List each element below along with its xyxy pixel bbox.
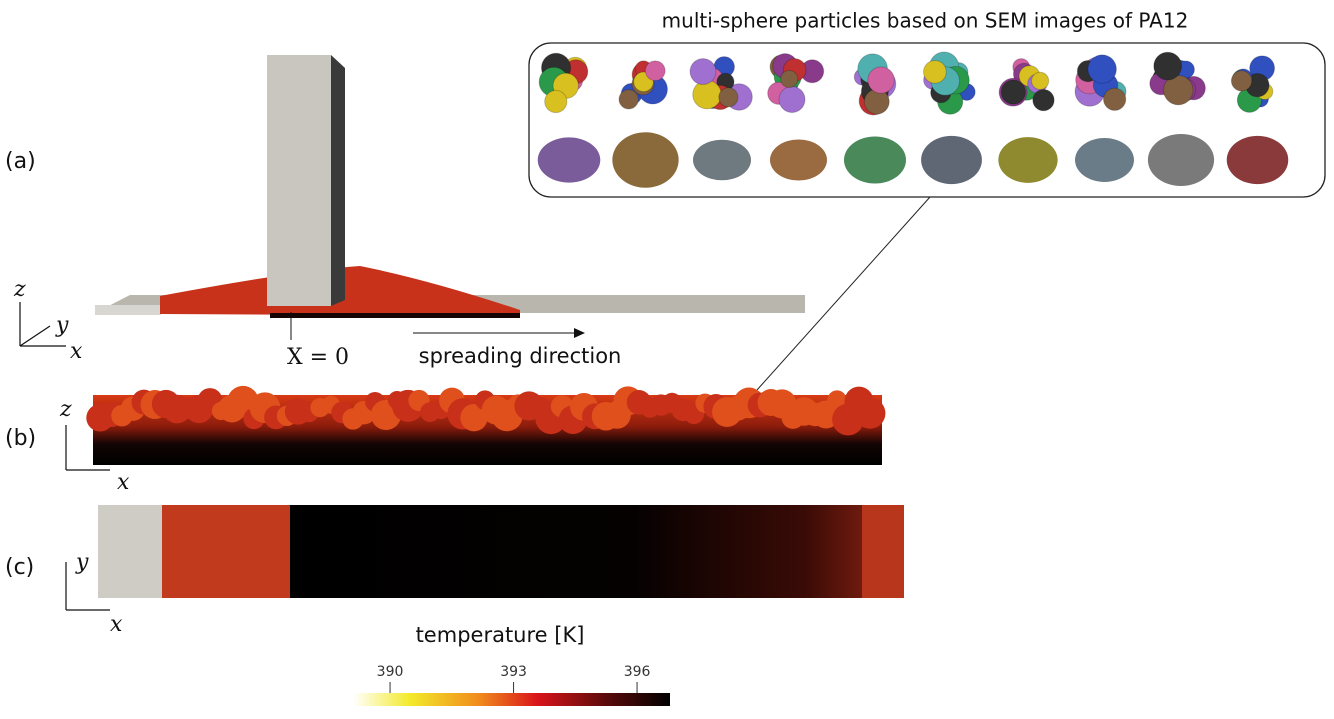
axes-c xyxy=(65,562,110,611)
header: multi-sphere particles based on SEM imag… xyxy=(662,9,1189,33)
cool-powder xyxy=(290,505,862,598)
particle-shape xyxy=(770,139,827,181)
panel-label: (a) xyxy=(5,149,36,174)
plate-edge xyxy=(95,305,161,315)
particle-shape xyxy=(998,137,1058,183)
particle-shape xyxy=(1147,133,1215,187)
connector xyxy=(756,196,931,391)
axis-letter: y xyxy=(75,550,89,575)
colorbar-title: temperature [K] xyxy=(416,623,585,647)
particle-shape xyxy=(921,135,982,185)
sphere xyxy=(1153,51,1183,81)
sphere xyxy=(689,58,717,86)
hot-powder xyxy=(162,505,290,598)
sphere xyxy=(644,60,666,82)
colorbar-tick-label: 396 xyxy=(624,664,651,680)
sphere xyxy=(1103,87,1127,111)
hot-powder-end xyxy=(862,505,904,598)
particle-box xyxy=(528,42,1326,198)
sphere xyxy=(778,85,806,114)
particle-shape xyxy=(692,139,752,181)
axis-letter: x xyxy=(70,339,83,364)
axis-letter: x xyxy=(110,612,123,637)
particle-shape xyxy=(612,132,679,188)
colorbar-tick-label: 393 xyxy=(500,664,527,680)
plate-top xyxy=(98,505,162,598)
colorbar xyxy=(353,693,670,706)
colorbar-tick-label: 390 xyxy=(377,664,404,680)
sphere xyxy=(1000,79,1026,105)
particle-shape xyxy=(537,137,601,183)
particle-shape xyxy=(843,136,907,184)
sphere xyxy=(867,66,895,94)
sphere xyxy=(618,89,639,110)
powder-top xyxy=(86,385,886,436)
powder-grain xyxy=(854,397,886,429)
sphere xyxy=(544,89,568,114)
axis-letter: x xyxy=(117,470,130,495)
particle-shape xyxy=(1226,135,1289,185)
sphere xyxy=(1031,71,1050,90)
axis-letter: z xyxy=(59,397,72,422)
sphere xyxy=(1163,74,1194,106)
sphere xyxy=(923,59,947,84)
axis-letter: z xyxy=(13,277,26,302)
sphere xyxy=(780,69,799,88)
panel-label: (b) xyxy=(5,426,36,451)
sphere xyxy=(1032,88,1055,112)
colorbar-ticks: 390 393 396 xyxy=(377,664,651,693)
arrowhead xyxy=(574,328,585,338)
blade xyxy=(267,55,331,306)
axes-a xyxy=(19,302,66,347)
direction-label: spreading direction xyxy=(419,344,622,368)
powder-dark xyxy=(270,313,520,318)
axes-b xyxy=(65,425,110,471)
origin-label: X = 0 xyxy=(287,345,349,370)
particle-shape xyxy=(1075,138,1134,182)
powder-grain xyxy=(460,403,488,432)
axis-letter: y xyxy=(55,313,69,338)
sphere xyxy=(1087,54,1117,84)
sphere xyxy=(692,79,722,110)
blade-side xyxy=(331,55,345,306)
sphere xyxy=(718,87,739,108)
particle-gallery xyxy=(537,51,1289,188)
sphere xyxy=(1230,70,1253,92)
panel-label: (c) xyxy=(5,555,34,580)
